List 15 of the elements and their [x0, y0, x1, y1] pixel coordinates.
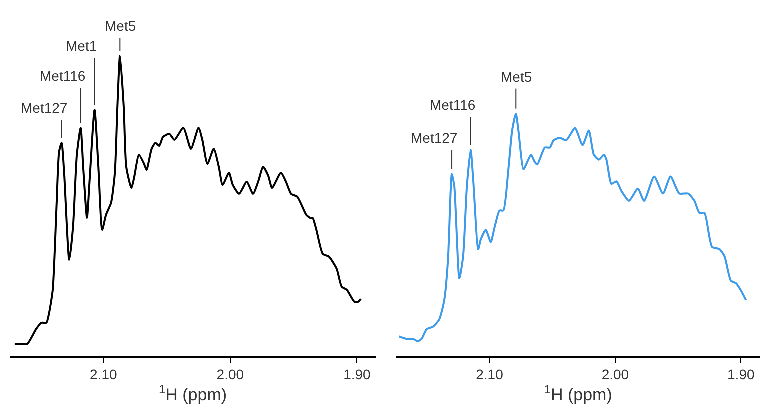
x-tick-label: 1.90 — [728, 366, 755, 383]
x-tick-label: 2.00 — [602, 366, 630, 383]
annotation: Met116 — [40, 68, 86, 84]
x-axis-title: $^{1}$H (ppm) — [544, 382, 612, 405]
annotation: Met127 — [411, 130, 458, 146]
annotation: Met5 — [105, 18, 136, 34]
annotation: Met116 — [430, 97, 476, 113]
annotation: Met127 — [21, 100, 68, 116]
x-tick-label: 1.90 — [344, 366, 372, 383]
x-tick-label: 2.10 — [90, 366, 118, 383]
x-axis-title: $^{1}$H (ppm) — [159, 382, 228, 405]
annotation: Met1 — [66, 38, 98, 54]
x-tick-label: 2.00 — [216, 366, 244, 383]
x-tick-label: 2.10 — [476, 366, 504, 383]
annotation: Met5 — [501, 69, 532, 85]
